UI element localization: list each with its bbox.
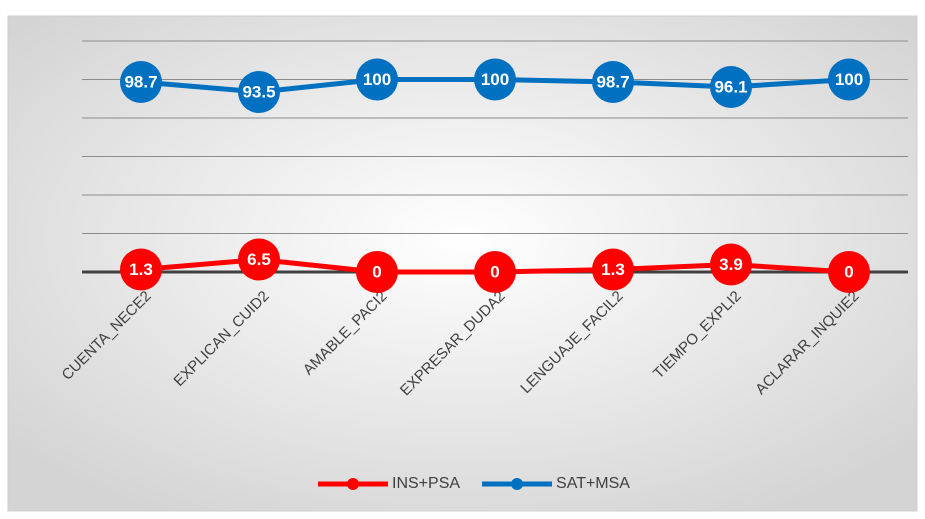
data-point: [710, 66, 752, 109]
data-label: 96.1: [714, 77, 747, 96]
data-label: 100: [835, 70, 863, 89]
data-point: [356, 58, 398, 101]
data-point: [592, 248, 634, 291]
data-point: [474, 251, 516, 293]
data-point: [238, 238, 280, 281]
data-label: 0: [372, 262, 381, 281]
data-label: 3.9: [719, 255, 743, 274]
data-point: [828, 58, 870, 101]
legend-marker: [347, 478, 359, 490]
data-point: [710, 243, 752, 286]
data-label: 0: [844, 262, 853, 281]
data-point: [120, 61, 162, 104]
data-point: [592, 61, 634, 104]
data-label: 100: [481, 70, 509, 89]
legend-marker: [511, 478, 524, 490]
data-label: 6.5: [247, 250, 271, 269]
data-point: [474, 58, 516, 101]
data-label: 100: [363, 70, 391, 89]
data-label: 1.3: [601, 260, 625, 279]
data-point: [238, 71, 280, 114]
legend-label: INS+PSA: [392, 475, 460, 492]
data-point: [828, 251, 870, 293]
legend-label: SAT+MSA: [556, 475, 630, 492]
data-label: 1.3: [129, 260, 153, 279]
data-label: 98.7: [596, 72, 629, 91]
data-point: [120, 248, 162, 291]
data-label: 93.5: [242, 82, 275, 101]
data-label: 0: [490, 262, 499, 281]
data-label: 98.7: [124, 72, 157, 91]
data-point: [356, 251, 398, 293]
